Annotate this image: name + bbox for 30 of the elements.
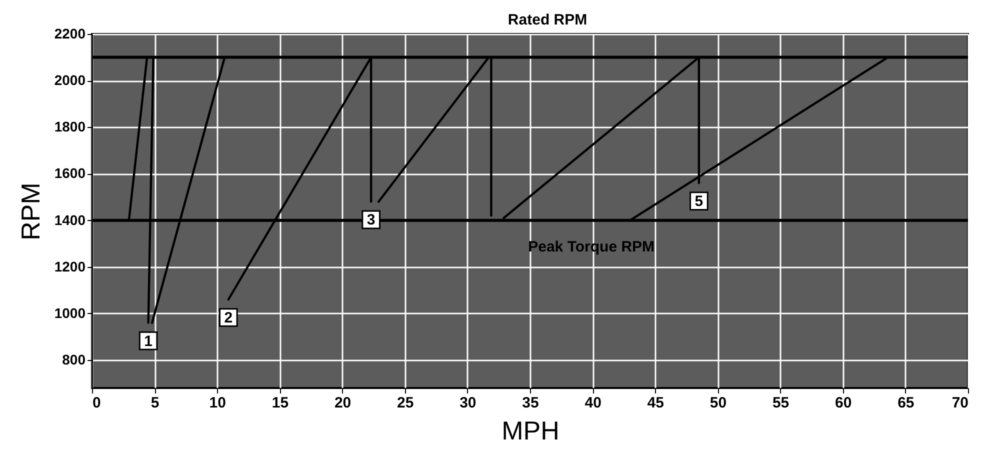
x-tick-label: 15: [272, 394, 289, 412]
y-tick-label: 800: [62, 352, 86, 368]
y-tick-label: 1400: [54, 212, 86, 228]
x-tick-label: 65: [898, 394, 914, 412]
annotation: 2: [224, 310, 233, 326]
x-tick-label: 35: [522, 394, 539, 412]
annotation: 1: [144, 332, 152, 350]
x-tick-label: 0: [92, 394, 101, 412]
y-tick-label: 1200: [54, 258, 86, 274]
y-tick-label: 1600: [54, 165, 86, 182]
x-tick-label: 50: [710, 394, 727, 412]
annotation: 5: [694, 193, 704, 210]
y-tick-label: 1000: [54, 304, 86, 321]
x-tick-label: 55: [772, 394, 790, 412]
annotation: 3: [366, 212, 376, 229]
x-axis-title: MPH: [502, 416, 560, 446]
y-tick-label: 2200: [54, 26, 86, 42]
x-tick-label: 10: [209, 394, 226, 412]
x-tick-label: 70: [952, 394, 968, 412]
y-tick-label: 1800: [54, 118, 86, 135]
y-axis-title: RPM: [15, 182, 46, 240]
ref-line-label: Rated RPM: [508, 11, 588, 28]
x-tick-label: 30: [460, 394, 476, 412]
x-tick-label: 40: [584, 394, 602, 412]
x-tick-label: 20: [334, 394, 352, 412]
x-tick-label: 5: [150, 394, 160, 412]
x-tick-label: 45: [647, 394, 664, 412]
x-tick-label: 60: [835, 394, 852, 412]
y-tick-label: 2000: [54, 72, 86, 88]
x-tick-label: 25: [397, 394, 414, 412]
